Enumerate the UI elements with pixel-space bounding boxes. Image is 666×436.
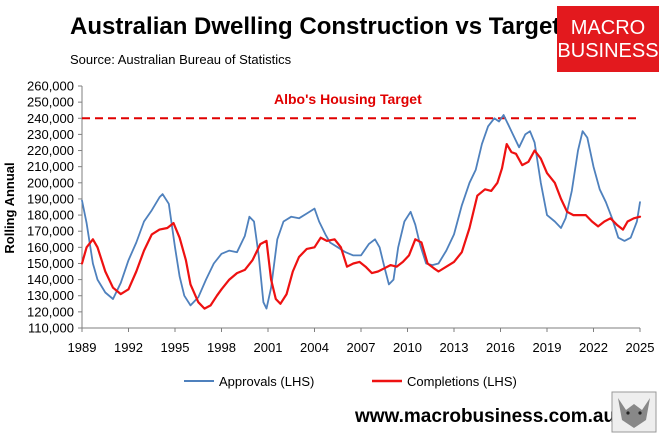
- x-tick-label: 2001: [254, 340, 283, 355]
- y-tick-label: 200,000: [27, 175, 74, 190]
- y-axis-label: Rolling Annual: [2, 162, 17, 253]
- y-axis: 110,000 120,000130,000140,000150,000160,0…: [27, 79, 82, 336]
- y-tick-label: 130,000: [27, 288, 74, 303]
- series-completions-line: [82, 144, 640, 309]
- legend: Approvals (LHS) Completions (LHS): [184, 374, 517, 389]
- logo-background: [557, 6, 659, 72]
- legend-label-approvals: Approvals (LHS): [219, 374, 314, 389]
- chart-subtitle: Source: Australian Bureau of Statistics: [70, 52, 292, 67]
- y-tick-label: 260,000: [27, 79, 74, 94]
- y-tick-label: 240,000: [27, 111, 74, 126]
- x-tick-label: 2022: [579, 340, 608, 355]
- macrobusiness-logo: MACRO BUSINESS: [557, 6, 659, 72]
- y-tick-label: 180,000: [27, 208, 74, 223]
- chart-title: Australian Dwelling Construction vs Targ…: [70, 13, 560, 40]
- y-tick-label: 230,000: [27, 127, 74, 142]
- y-tick-label: 110,000: [28, 321, 74, 336]
- x-axis: 1989 1992 1995 1998 2001 2004 2007 2010 2013 2016…: [68, 328, 655, 355]
- y-tick-label: 150,000: [27, 256, 74, 271]
- y-tick-label: 120,000: [27, 304, 74, 319]
- x-tick-label: 2007: [347, 340, 376, 355]
- x-tick-label: 2025: [626, 340, 655, 355]
- x-tick-label: 1992: [114, 340, 143, 355]
- y-tick-label: 140,000: [27, 272, 74, 287]
- x-tick-label: 1989: [68, 340, 97, 355]
- x-tick-label: 2019: [533, 340, 562, 355]
- y-tick-label: 220,000: [27, 143, 74, 158]
- fox-icon: [612, 392, 656, 432]
- x-tick-label: 2004: [300, 340, 329, 355]
- x-tick-label: 2013: [440, 340, 469, 355]
- y-tick-label: 190,000: [27, 191, 74, 206]
- y-tick-label: 170,000: [27, 224, 74, 239]
- x-tick-label: 1998: [207, 340, 236, 355]
- y-tick-label: 250,000: [27, 95, 74, 110]
- x-tick-label: 2016: [486, 340, 515, 355]
- target-annotation: Albo's Housing Target: [274, 91, 422, 107]
- y-tick-label: 210,000: [27, 159, 74, 174]
- plot-area: [82, 115, 640, 309]
- x-tick-label: 1995: [161, 340, 190, 355]
- logo-line2: BUSINESS: [557, 40, 658, 62]
- legend-label-completions: Completions (LHS): [407, 374, 517, 389]
- footer-url: www.macrobusiness.com.au: [354, 406, 615, 427]
- logo-line1: MACRO: [571, 17, 645, 39]
- x-tick-label: 2010: [393, 340, 422, 355]
- y-tick-label: 160,000: [27, 240, 74, 255]
- series-approvals-line: [82, 115, 640, 309]
